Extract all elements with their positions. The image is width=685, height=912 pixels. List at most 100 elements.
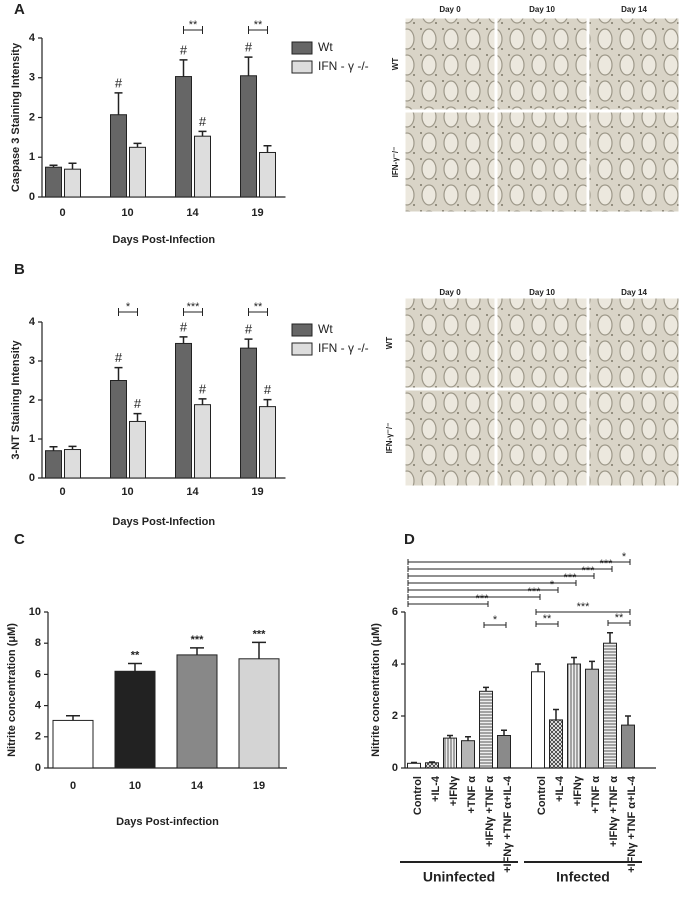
bar — [443, 737, 457, 769]
group-label: Uninfected — [423, 869, 495, 885]
significance-label: * — [622, 551, 627, 563]
error-bar — [49, 446, 58, 451]
significance-marker: # — [180, 42, 188, 57]
significance-marker: # — [134, 396, 142, 411]
x-tick-label: 0 — [59, 486, 65, 498]
y-tick-label: 0 — [29, 472, 35, 484]
y-tick-label: 6 — [392, 606, 398, 618]
significance-label: *** — [564, 572, 578, 584]
x-tick-label: +TNF α — [466, 776, 478, 814]
significance-marker: # — [264, 382, 272, 397]
legend-label: IFN - γ -/- — [318, 341, 369, 355]
micrograph — [404, 297, 496, 389]
y-axis-label: Nitrite concentration (μM) — [370, 623, 382, 757]
bar — [567, 663, 581, 769]
legend-swatch — [291, 342, 313, 356]
bar — [240, 75, 257, 198]
y-tick-label: 2 — [29, 394, 35, 406]
error-bar — [483, 686, 489, 692]
x-tick-label: 14 — [186, 207, 199, 219]
significance-label: * — [550, 579, 555, 591]
significance-marker: # — [115, 75, 123, 90]
x-axis-label: Days Post-infection — [116, 816, 219, 828]
x-tick-label: +IFNγ +TNF α — [484, 776, 496, 847]
x-tick-label: +IFNγ +TNF α+IL-4 — [626, 775, 638, 873]
bar — [129, 146, 146, 198]
y-tick-label: 2 — [35, 731, 41, 743]
panel-label: B — [14, 261, 25, 278]
bar — [194, 404, 211, 479]
micrograph — [496, 111, 588, 213]
significance-label: ** — [254, 301, 263, 313]
x-tick-label: +IL-4 — [554, 775, 566, 802]
error-bar — [198, 130, 207, 137]
row-label: IFN-γ⁻/⁻ — [391, 147, 400, 178]
error-bar — [244, 56, 253, 76]
row-label: WT — [391, 58, 400, 71]
error-bar — [411, 761, 417, 764]
y-tick-label: 0 — [35, 762, 41, 774]
bar — [425, 762, 439, 769]
bar — [603, 642, 617, 769]
y-axis-label: 3-NT Staining Intensity — [10, 340, 22, 460]
bar — [129, 420, 146, 479]
micrograph — [404, 111, 496, 213]
significance-label: *** — [476, 593, 490, 605]
row-label: IFN-γ⁻/⁻ — [385, 423, 394, 454]
bar — [479, 690, 493, 769]
significance-marker: # — [180, 319, 188, 334]
bar — [45, 450, 62, 479]
bar — [64, 449, 81, 479]
y-tick-label: 2 — [29, 111, 35, 123]
significance-bracket — [248, 26, 268, 34]
error-bar — [128, 662, 142, 672]
significance-bracket — [407, 559, 631, 565]
group-label: Infected — [556, 869, 610, 885]
x-tick-label: 19 — [251, 207, 263, 219]
significance-marker: # — [245, 322, 253, 337]
panel-label: D — [404, 531, 415, 548]
bar — [64, 168, 81, 198]
error-bar — [68, 162, 77, 170]
x-axis-label: Days Post-Infection — [112, 234, 215, 246]
significance-marker: *** — [191, 634, 205, 646]
y-tick-label: 1 — [29, 433, 35, 445]
significance-label: *** — [577, 601, 591, 613]
error-bar — [49, 164, 58, 168]
y-tick-label: 4 — [392, 658, 399, 670]
significance-label: * — [493, 614, 498, 626]
error-bar — [68, 445, 77, 450]
bar — [240, 347, 257, 479]
significance-bracket — [407, 573, 595, 579]
column-label: Day 14 — [621, 5, 647, 14]
bar — [549, 719, 563, 769]
error-bar — [465, 736, 471, 741]
row-label: WT — [385, 337, 394, 350]
x-tick-label: 19 — [253, 780, 265, 792]
significance-label: *** — [600, 558, 614, 570]
x-tick-label: 14 — [191, 780, 204, 792]
significance-marker: # — [245, 40, 253, 55]
y-tick-label: 2 — [392, 710, 398, 722]
significance-label: ** — [254, 19, 263, 31]
significance-label: *** — [582, 565, 596, 577]
x-tick-label: +TNF α — [590, 776, 602, 814]
bar — [259, 406, 276, 479]
significance-label: *** — [187, 301, 201, 313]
significance-label: * — [126, 301, 131, 313]
y-tick-label: 1 — [29, 151, 35, 163]
x-tick-label: +IL-4 — [430, 775, 442, 802]
micrograph — [588, 17, 680, 111]
legend-label: Wt — [318, 40, 333, 54]
bar — [175, 76, 192, 198]
significance-bracket — [407, 566, 613, 572]
error-bar — [625, 715, 631, 726]
x-tick-label: +IFNγ +TNF α — [608, 776, 620, 847]
micrograph — [496, 17, 588, 111]
significance-bracket — [407, 580, 577, 586]
column-label: Day 14 — [621, 288, 647, 297]
y-tick-label: 4 — [35, 700, 42, 712]
error-bar — [190, 647, 204, 655]
error-bar — [252, 641, 266, 659]
micrograph — [496, 297, 588, 389]
